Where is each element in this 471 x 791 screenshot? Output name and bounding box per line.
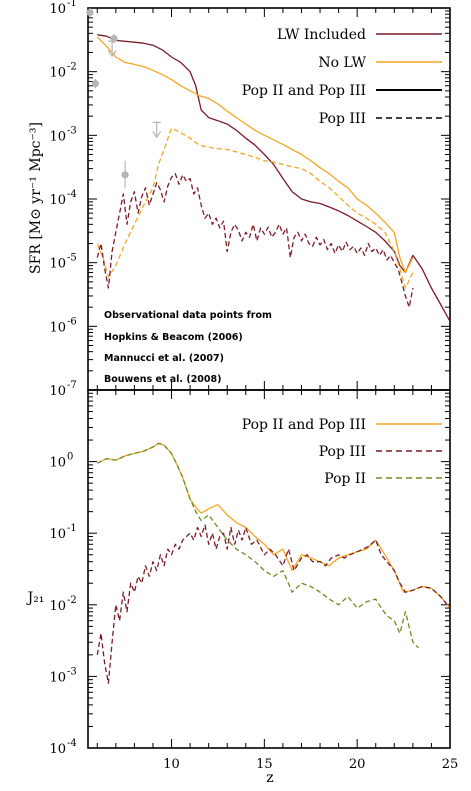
sfr-y-tick-exponent: -6 (67, 316, 77, 327)
observations (86, 8, 162, 188)
j21-y-tick-label: 10 (49, 456, 66, 471)
sfr-y-tick-label: 10 (49, 193, 66, 208)
sfr-series-line-lw_pop3 (96, 173, 414, 308)
j21-plot-frame (87, 389, 451, 749)
sfr-x-ticks (96, 8, 451, 390)
sfr-series-line-lw_total (97, 34, 450, 322)
sfr-panel: SFR [M⊙ yr⁻¹ Mpc⁻³] LW Included No LW Pop … (28, 7, 451, 391)
observation-point (86, 8, 94, 17)
j21-y-tick-exponent: 0 (67, 452, 73, 463)
observation-point (91, 79, 100, 88)
upper-limit-arrow (152, 131, 162, 139)
j21-series-line-j21_pop2 (97, 442, 419, 649)
sfr-y-tick-label: 10 (49, 257, 66, 272)
j21-y-tick-label: 10 (49, 742, 66, 757)
note-line-1: Observational data points from (104, 310, 272, 321)
j21-panel: J₂₁ z Pop II and Pop III Pop III Pop II (26, 389, 451, 786)
sfr-plot-area: 10-710-610-510-410-310-210-1 (49, 0, 451, 399)
j21-legend-label: Pop II and Pop III (242, 417, 366, 433)
sfr-y-tick-label: 10 (49, 66, 66, 81)
j21-y-tick-label: 10 (49, 527, 66, 542)
j21-x-tick-label: 15 (256, 757, 273, 772)
sfr-y-tick-label: 10 (49, 129, 66, 144)
j21-y-tick-exponent: -3 (67, 666, 77, 677)
sfr-series-line-nolw_total (96, 36, 414, 274)
observations-note: Observational data points from Hopkins &… (104, 310, 272, 385)
j21-y-tick-exponent: -2 (67, 595, 77, 606)
sfr-series (96, 34, 450, 322)
j21-y-tick-exponent: -1 (67, 523, 77, 534)
j21-legend-label: Pop II (324, 471, 366, 487)
note-line-2: Hopkins & Beacom (2006) (104, 332, 243, 343)
sfr-y-tick-label: 10 (49, 320, 66, 335)
sfr-y-ticks: 10-710-610-510-410-310-210-1 (49, 0, 450, 399)
j21-legend: Pop II and Pop III Pop III Pop II (242, 417, 442, 487)
sfr-legend-label: Pop II and Pop III (242, 83, 366, 99)
j21-series-line-j21_total (97, 442, 450, 609)
sfr-y-tick-label: 10 (49, 384, 66, 399)
sfr-y-tick-exponent: -5 (67, 253, 77, 264)
z-axis-title: z (266, 770, 273, 786)
j21-series (96, 442, 450, 684)
sfr-legend-label: No LW (318, 55, 366, 71)
sfr-y-tick-exponent: -2 (67, 62, 77, 73)
j21-x-tick-label: 10 (163, 757, 180, 772)
j21-y-tick-label: 10 (49, 670, 66, 685)
sfr-legend-label: LW Included (277, 27, 366, 43)
j21-y-tick-exponent: -4 (67, 738, 77, 749)
j21-series-line-j21_pop3 (96, 524, 450, 684)
upper-limit-arrow (107, 49, 117, 58)
j21-x-tick-label: 25 (442, 757, 459, 772)
note-line-3: Mannucci et al. (2007) (104, 353, 224, 364)
sfr-y-tick-label: 10 (49, 2, 66, 17)
observation-point (110, 35, 118, 43)
note-line-4: Bouwens et al. (2008) (104, 374, 221, 385)
j21-x-tick-label: 20 (349, 757, 366, 772)
sfr-y-tick-exponent: -7 (67, 380, 77, 391)
sfr-y-tick-exponent: -3 (67, 125, 77, 136)
j21-y-axis-title: J₂₁ (26, 590, 45, 606)
sfr-y-tick-exponent: -1 (67, 0, 77, 9)
j21-y-tick-label: 10 (49, 599, 66, 614)
sfr-y-axis-title: SFR [M⊙ yr⁻¹ Mpc⁻³] (28, 122, 44, 274)
sfr-legend: LW Included No LW Pop II and Pop III Pop II… (242, 27, 442, 127)
sfr-legend-label: Pop III (319, 111, 366, 127)
j21-legend-label: Pop III (319, 444, 366, 460)
j21-x-ticks: 10 15 20 25 (96, 390, 459, 772)
sfr-series-line-nolw_pop3 (96, 127, 414, 289)
sfr-y-tick-exponent: -4 (67, 189, 77, 200)
observation-point (121, 171, 129, 179)
